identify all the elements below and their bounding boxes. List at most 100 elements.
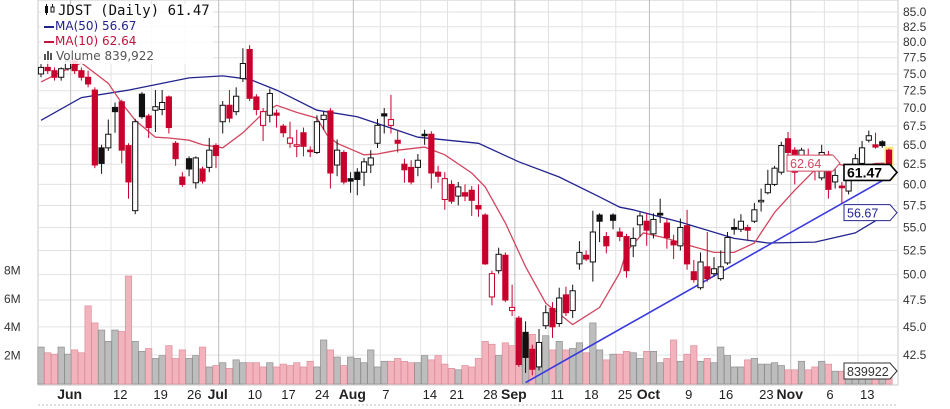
candle-body [85,76,92,85]
candle-body [529,348,536,370]
candle-body [710,268,718,275]
price-tick-label: 72.5 [903,84,927,98]
volume-bars [37,275,893,385]
candle-body [111,106,119,113]
date-tick-label: 28 [483,387,497,402]
candle-body [381,113,388,117]
candle-body [280,125,287,134]
volume-bar [367,349,375,385]
candle-body [872,144,879,148]
candle-body [44,66,51,72]
volume-bar [198,346,207,385]
date-tick-label: 24 [315,387,329,402]
volume-bar [360,362,368,385]
date-tick-label: 25 [618,387,632,402]
candle-body [495,253,502,272]
candle-body [145,115,152,129]
candle-body [387,119,395,126]
candle-body [199,168,206,182]
volume-bar [811,366,819,385]
volume-bar [703,358,711,385]
price-tick-label: 60.0 [903,177,927,191]
candle-body [697,261,704,289]
volume-bar [596,349,604,385]
candle-body [643,220,650,231]
volume-bar [71,349,79,385]
volume-value-tag: 839922 [847,365,889,379]
volume-bar [64,353,72,385]
candle-body [603,236,610,247]
volume-bar [737,366,745,385]
candle-body [434,171,442,177]
candle-body [165,96,172,129]
date-tick-label: 16 [719,387,733,402]
volume-bar [468,366,476,385]
date-tick-label: 13 [860,387,874,402]
volume-bar [239,362,247,385]
volume-bar [710,362,718,385]
legend-ma50: MA(50) 56.67 [55,19,137,33]
date-tick-label: 9 [685,387,692,402]
candle-body [266,92,273,116]
volume-bar [683,353,691,385]
volume-bar [299,366,308,385]
candle-body [206,149,213,168]
volume-bar [447,368,456,385]
candle-body [690,271,697,281]
candle-body [636,215,644,226]
date-tick-label: 21 [450,387,464,402]
price-tick-label: 85.0 [903,5,927,19]
candle-body [51,70,58,78]
volume-bar [246,362,254,385]
volume-bar [212,365,220,385]
candle-body [482,214,489,265]
candle-body [488,273,496,298]
candle-body [286,137,294,144]
volume-bar [508,345,516,385]
volume-bar [373,366,382,385]
candlesticks [37,45,894,376]
volume-bar [347,356,355,385]
candle-body [360,161,368,173]
volume-bar [656,362,664,385]
candle-body [78,70,85,78]
volume-bar [501,342,509,385]
date-tick-label: 18 [584,387,598,402]
date-tick-label: 11 [550,387,564,402]
volume-bar [797,360,806,385]
candle-body [394,139,401,144]
volume-bar [111,329,119,385]
candle-body [744,226,751,231]
value-tags: 61.47 62.64 56.67 839922 [786,154,899,380]
candle-body [542,312,549,327]
candle-body [226,104,233,119]
volume-bar [784,369,792,385]
volume-bar [400,360,408,385]
candle-body [233,95,240,113]
volume-bar [340,365,348,385]
candle-body [630,237,637,247]
candle-body [596,214,603,222]
volume-bar [730,366,738,385]
candle-body [522,331,529,358]
volume-bar [178,349,186,385]
price-tick-label: 57.5 [903,198,927,212]
candle-body [683,225,691,265]
volume-bar [542,335,550,385]
volume-bar [616,353,624,385]
candle-body [307,149,314,153]
volume-bar [589,322,597,385]
candle-body [879,141,886,147]
candle-body [118,101,125,151]
candle-body [105,133,112,149]
volume-bar [124,275,133,385]
candle-body [562,294,570,314]
candle-body [441,178,448,200]
candle-body [421,133,428,137]
volume-bar [791,369,799,385]
candle-body [320,114,327,121]
volume-bar [259,366,267,385]
legend-ma10: MA(10) 62.64 [55,34,137,48]
ma50-line [40,75,890,244]
volume-bar [696,360,705,385]
